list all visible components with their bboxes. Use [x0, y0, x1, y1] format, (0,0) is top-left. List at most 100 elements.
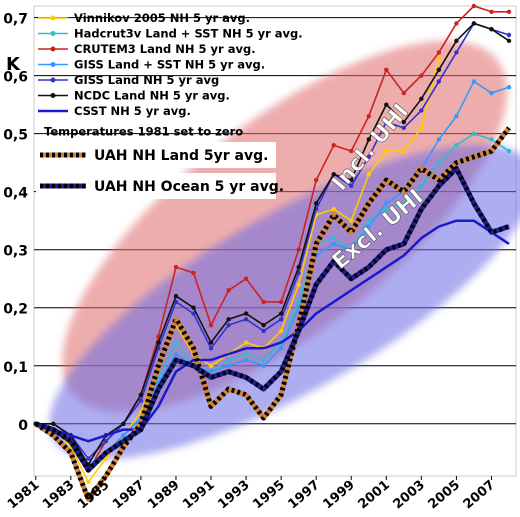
- x-tick-label: 1983: [40, 478, 77, 513]
- series-point-3: [366, 224, 371, 229]
- series-point-4: [506, 32, 512, 38]
- series-point-3: [243, 357, 249, 363]
- series-point-5: [313, 201, 319, 206]
- series-point-0: [103, 456, 109, 461]
- chart-note: Temperatures 1981 set to zero: [44, 125, 243, 139]
- series-point-3: [349, 247, 354, 252]
- series-point-5: [191, 305, 196, 310]
- series-point-2: [384, 67, 389, 73]
- legend-label: Hadcrut3v Land + SST NH 5 yr avg.: [74, 27, 303, 41]
- series-point-5: [278, 311, 284, 316]
- series-point-2: [296, 247, 301, 252]
- legend-label: NCDC Land NH 5 yr avg.: [74, 89, 230, 103]
- legend-marker: [50, 46, 56, 52]
- series-point-2: [471, 3, 477, 9]
- series-point-5: [471, 21, 477, 26]
- series-point-3: [489, 90, 494, 96]
- series-point-0: [278, 328, 284, 334]
- series-line-8-outline: [35, 166, 510, 473]
- x-tick-label: 1999: [320, 478, 357, 513]
- series-point-1: [506, 148, 512, 154]
- series-point-2: [173, 264, 179, 270]
- series-point-3: [226, 363, 231, 368]
- series-point-2: [313, 177, 319, 183]
- series-line-8: [35, 166, 510, 473]
- x-tick-label: 2005: [426, 478, 463, 513]
- series-point-0: [366, 172, 371, 177]
- legend-label: Vinnikov 2005 NH 5 yr avg.: [74, 11, 250, 25]
- legend-label: CSST NH 5 yr avg.: [74, 104, 191, 118]
- series-line-0: [35, 58, 440, 483]
- series-point-5: [226, 317, 231, 322]
- legend-label: CRUTEM3 Land NH 5 yr avg.: [74, 42, 256, 56]
- y-tick-label: 0,6: [3, 70, 28, 86]
- series-point-2: [208, 322, 214, 328]
- series-point-2: [226, 288, 231, 293]
- series-point-4: [419, 108, 424, 113]
- series-point-3: [454, 114, 459, 119]
- x-tick-label: 1991: [180, 478, 217, 513]
- series-point-4: [384, 119, 389, 125]
- y-tick-label: 0,7: [3, 12, 28, 28]
- series-point-3: [121, 433, 126, 438]
- series-point-3: [436, 137, 442, 142]
- x-tick-label: 2007: [461, 478, 498, 513]
- series-line-7-outline: [34, 126, 511, 502]
- series-point-3: [384, 201, 389, 206]
- y-tick-label: 0,4: [3, 186, 28, 202]
- series-point-2: [366, 114, 371, 119]
- series-point-5: [208, 340, 214, 345]
- series-point-5: [349, 177, 354, 183]
- series-point-0: [401, 148, 407, 154]
- series-point-5: [331, 172, 336, 177]
- series-point-2: [191, 270, 196, 276]
- series-point-3: [278, 346, 284, 351]
- series-point-2: [489, 9, 494, 15]
- series-point-5: [296, 264, 301, 270]
- series-point-5: [121, 421, 126, 426]
- x-tick-label: 1995: [250, 478, 287, 513]
- series-point-0: [331, 206, 336, 212]
- series-point-5: [261, 322, 266, 328]
- series-point-2: [261, 299, 266, 305]
- series-point-3: [261, 363, 266, 368]
- y-axis-label: K: [6, 54, 21, 75]
- series-point-2: [419, 73, 424, 78]
- y-tick-label: 0,2: [3, 302, 28, 318]
- series-point-3: [331, 241, 336, 247]
- series-point-5: [489, 27, 494, 32]
- legend-marker: [50, 93, 56, 98]
- series-point-4: [226, 322, 231, 328]
- x-tick-label: 2003: [391, 478, 428, 513]
- series-point-0: [436, 56, 442, 61]
- x-tick-label: 1987: [110, 478, 147, 513]
- series-point-5: [243, 311, 249, 316]
- series-point-5: [51, 421, 56, 426]
- series-point-1: [384, 206, 389, 212]
- series-point-5: [436, 67, 442, 73]
- legend-marker: [50, 31, 56, 36]
- legend-marker: [50, 62, 56, 67]
- series-point-4: [243, 317, 249, 322]
- series-point-2: [243, 276, 249, 281]
- series-point-1: [226, 357, 231, 363]
- series-point-1: [366, 218, 371, 223]
- legend-label: GISS Land + SST NH 5 yr avg.: [74, 58, 265, 72]
- series-line-6: [35, 219, 510, 443]
- series-point-5: [138, 392, 144, 397]
- series-point-1: [173, 340, 179, 345]
- x-tick-label: 1997: [285, 478, 322, 513]
- series-point-1: [454, 143, 459, 148]
- series-point-0: [384, 148, 389, 154]
- series-point-0: [419, 125, 424, 131]
- series-point-1: [419, 183, 424, 189]
- series-point-4: [191, 311, 196, 316]
- y-tick-label: 0,1: [3, 360, 28, 376]
- series-point-0: [208, 363, 214, 368]
- series-line-7: [34, 126, 511, 502]
- series-point-4: [278, 317, 284, 322]
- series-line-5: [35, 22, 510, 466]
- x-tick-label: 2001: [356, 478, 393, 513]
- legend-marker: [50, 15, 56, 21]
